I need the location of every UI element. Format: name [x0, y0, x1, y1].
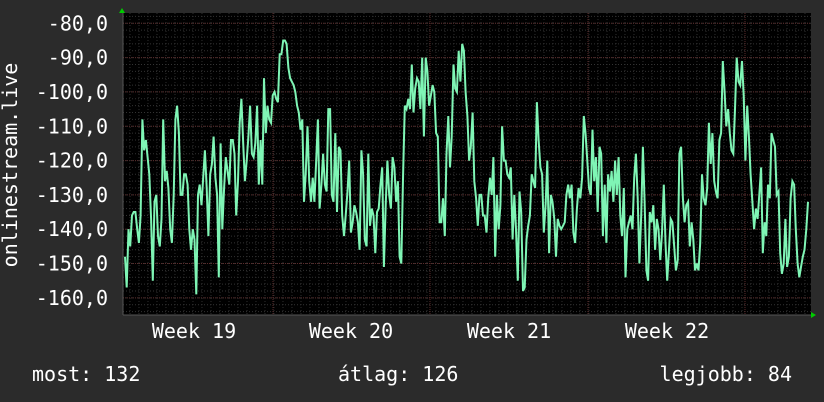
- y-tick-label: -140,0: [36, 217, 108, 241]
- y-tick-labels: -80,0 -90,0 -100,0 -110,0 -120,0 -130,0 -140,0…: [36, 11, 108, 310]
- average-stat: átlag: 126: [338, 362, 458, 386]
- average-label: átlag:: [338, 362, 411, 386]
- y-tick-label: -160,0: [36, 286, 108, 310]
- x-tick-labels: Week 19 Week 20 Week 21 Week 22: [152, 319, 709, 343]
- y-tick-label: -150,0: [36, 252, 108, 276]
- best-label: legjobb:: [659, 362, 756, 386]
- x-tick-label: Week 19: [152, 319, 236, 343]
- x-axis-arrow-icon: [811, 312, 816, 318]
- y-tick-label: -130,0: [36, 183, 108, 207]
- current-stat: most: 132: [32, 362, 140, 386]
- average-value: 126: [422, 362, 459, 386]
- current-label: most:: [32, 362, 93, 386]
- chart: -80,0 -90,0 -100,0 -110,0 -120,0 -130,0 -140,0…: [0, 8, 816, 343]
- y-tick-label: -100,0: [36, 80, 108, 104]
- y-tick-label: -120,0: [36, 149, 108, 173]
- y-tick-label: -90,0: [48, 46, 108, 70]
- x-tick-label: Week 21: [467, 319, 551, 343]
- current-value: 132: [104, 362, 141, 386]
- best-value: 84: [767, 362, 792, 386]
- series-line: [124, 39, 809, 295]
- y-axis-label: onlinestream.live: [0, 63, 22, 268]
- y-tick-label: -80,0: [48, 11, 108, 35]
- x-tick-label: Week 22: [625, 319, 709, 343]
- x-tick-label: Week 20: [309, 319, 393, 343]
- y-axis-arrow-icon: [119, 8, 125, 13]
- best-stat: legjobb: 84: [660, 362, 792, 386]
- y-tick-label: -110,0: [36, 114, 108, 138]
